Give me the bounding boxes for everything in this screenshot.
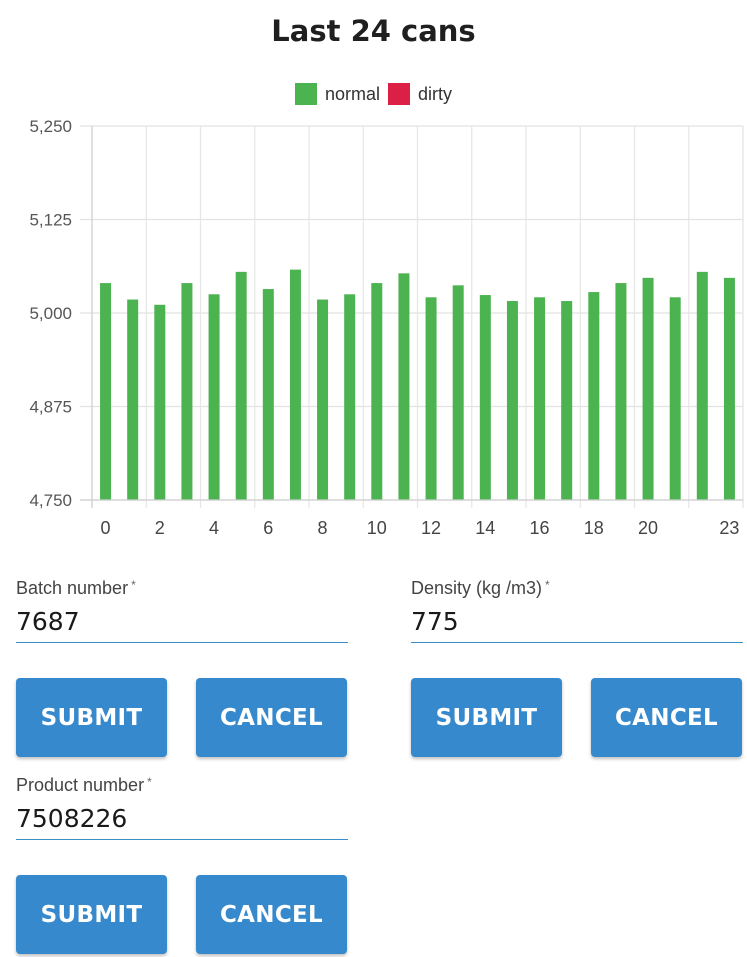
legend-item-dirty[interactable]: dirty — [388, 83, 452, 105]
x-tick-label: 0 — [101, 518, 111, 538]
density-input[interactable]: 775 — [411, 607, 743, 643]
x-tick-label: 6 — [263, 518, 273, 538]
bar-normal — [398, 273, 410, 500]
bar-normal — [534, 297, 546, 500]
bar-normal — [154, 304, 166, 500]
batch-number-field[interactable]: Batch number * 7687 — [16, 578, 348, 643]
y-tick-label: 5,125 — [29, 211, 72, 230]
bar-normal — [317, 299, 329, 500]
x-tick-label: 2 — [155, 518, 165, 538]
bar-normal — [588, 292, 600, 500]
batch-cancel-button[interactable]: CANCEL — [196, 678, 347, 757]
bar-normal — [615, 283, 627, 500]
bar-normal — [181, 283, 193, 500]
x-tick-label: 4 — [209, 518, 219, 538]
bar-normal — [344, 294, 356, 500]
bar-normal — [506, 301, 518, 500]
legend-swatch-dirty — [388, 83, 410, 105]
bar-normal — [452, 285, 464, 500]
bar-normal — [100, 283, 112, 500]
x-tick-label: 23 — [719, 518, 739, 538]
bar-chart: 5,250 5,125 5,000 4,875 4,750 0 2 4 6 8 10 12 14 16 18… — [29, 117, 744, 538]
bar-normal — [479, 295, 491, 500]
bar-normal — [425, 297, 437, 500]
legend-label-normal: normal — [324, 83, 380, 104]
batch-submit-button[interactable]: SUBMIT — [16, 678, 167, 757]
y-tick-label: 4,750 — [29, 491, 72, 510]
product-cancel-button[interactable]: CANCEL — [196, 875, 347, 954]
chart-legend: normal dirty — [0, 83, 747, 105]
legend-label-dirty: dirty — [418, 83, 453, 104]
bar-normal — [289, 269, 301, 500]
product-number-field[interactable]: Product number * 7508226 — [16, 775, 348, 840]
density-cancel-button[interactable]: CANCEL — [591, 678, 742, 757]
density-submit-button[interactable]: SUBMIT — [411, 678, 562, 757]
bar-normal — [235, 271, 247, 500]
x-tick-label: 20 — [638, 518, 658, 538]
bar-normal — [208, 294, 220, 500]
bar-normal — [723, 277, 735, 500]
bar-normal — [561, 301, 573, 500]
y-tick-label: 5,250 — [29, 117, 72, 136]
bar-normal — [696, 271, 708, 500]
x-tick-label: 8 — [318, 518, 328, 538]
x-tick-label: 12 — [421, 518, 441, 538]
bar-normal — [669, 297, 681, 500]
bar-normal — [127, 299, 139, 500]
legend-item-normal[interactable]: normal — [294, 83, 380, 105]
y-tick-label: 4,875 — [29, 398, 72, 417]
batch-number-label: Batch number * — [16, 578, 136, 598]
x-tick-label: 18 — [584, 518, 604, 538]
bar-normal — [642, 277, 654, 500]
batch-number-input[interactable]: 7687 — [16, 607, 348, 643]
y-tick-label: 5,000 — [29, 304, 72, 323]
x-tick-label: 16 — [530, 518, 550, 538]
density-field[interactable]: Density (kg /m3) * 775 — [411, 578, 743, 643]
product-submit-button[interactable]: SUBMIT — [16, 875, 167, 954]
product-number-input[interactable]: 7508226 — [16, 804, 348, 840]
x-tick-label: 14 — [475, 518, 495, 538]
product-number-label: Product number * — [16, 775, 152, 795]
chart-title: Last 24 cans — [271, 14, 476, 48]
bar-normal — [262, 289, 274, 500]
bar-normal — [371, 283, 383, 500]
density-label: Density (kg /m3) * — [411, 578, 550, 598]
legend-swatch-normal — [294, 83, 317, 105]
x-tick-label: 10 — [367, 518, 387, 538]
